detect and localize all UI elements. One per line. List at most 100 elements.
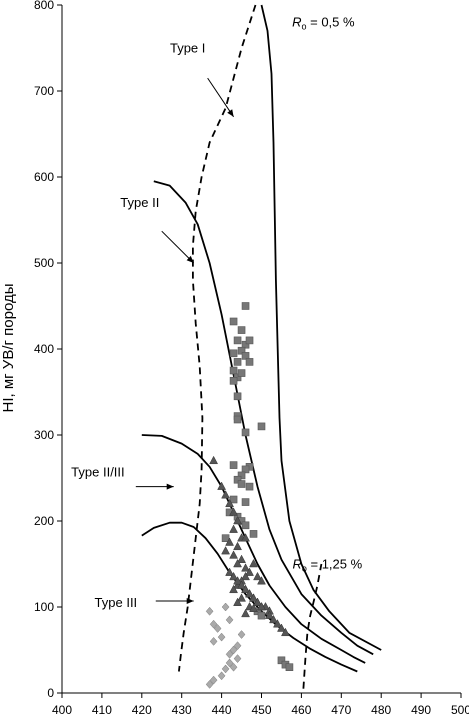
- data-point-triangle: [221, 546, 231, 555]
- curve-kerogen-0: [260, 4, 382, 651]
- annotations: Type I Type II Type II/III Type III Ro = 0,5…: [71, 15, 362, 611]
- data-point-triangle: [217, 481, 227, 490]
- annotation-arrow-head: [186, 598, 194, 604]
- data-point-triangle: [233, 576, 242, 585]
- data-point-square: [237, 480, 246, 488]
- data-point-square: [229, 317, 238, 326]
- data-point-square: [237, 346, 246, 355]
- data-point-triangle: [241, 584, 250, 594]
- data-point-square: [241, 302, 250, 310]
- data-point-triangle: [225, 498, 234, 508]
- data-point-diamond: [229, 645, 238, 655]
- data-point-square: [237, 326, 246, 334]
- annotation-label: Type III: [95, 595, 138, 610]
- data-point-triangle: [229, 550, 238, 559]
- data-point-triangle: [257, 601, 266, 611]
- data-point-triangle: [253, 571, 262, 581]
- data-point-triangle: [241, 563, 250, 572]
- data-point-square: [245, 482, 254, 491]
- annotation-arrow-head: [227, 109, 234, 117]
- data-point-diamond: [225, 658, 234, 668]
- x-tick-label: 450: [251, 703, 271, 717]
- data-point-diamond: [225, 615, 234, 625]
- data-point-square: [249, 530, 258, 538]
- data-point-square: [237, 369, 246, 377]
- data-point-triangle: [233, 558, 242, 568]
- data-point-square: [233, 475, 242, 484]
- annotation-label: Type I: [170, 40, 205, 55]
- x-tick-label: 470: [331, 703, 351, 717]
- annotation-label: Ro = 0,5 %: [292, 15, 355, 32]
- data-point-diamond: [217, 632, 226, 642]
- x-tick-label: 410: [92, 703, 112, 717]
- data-point-triangle: [253, 597, 262, 606]
- data-point-triangle: [229, 507, 238, 516]
- data-point-square: [241, 498, 250, 506]
- x-tick-label: 460: [291, 703, 311, 717]
- data-point-diamond: [221, 602, 230, 612]
- data-point-triangle: [229, 571, 238, 581]
- data-point-diamond: [209, 637, 218, 646]
- data-point-diamond: [205, 606, 214, 616]
- data-point-triangle: [277, 623, 286, 632]
- data-point-triangle: [273, 619, 282, 628]
- axes: 0 100 200 300 400 500 600 700 800 400 410 420 430 440…: [34, 0, 469, 717]
- data-point-triangle: [269, 614, 278, 624]
- x-tick-label: 480: [371, 703, 391, 717]
- y-tick-label: 400: [34, 342, 54, 356]
- data-point-square: [221, 534, 230, 543]
- data-point-triangle: [233, 515, 242, 525]
- data-point-triangle: [257, 576, 266, 585]
- data-point-square: [257, 611, 266, 620]
- y-tick-label: 600: [34, 170, 54, 184]
- data-point-diamond: [213, 624, 222, 633]
- data-point-triangle: [245, 589, 254, 598]
- data-point-square: [277, 656, 286, 665]
- data-point-triangle: [249, 593, 258, 602]
- data-point-diamond: [233, 641, 242, 651]
- x-tick-label: 420: [132, 703, 152, 717]
- data-point-diamond: [225, 649, 234, 659]
- data-point-square: [229, 349, 238, 358]
- data-point-square: [229, 495, 238, 504]
- curve-isoreflectance-5: [302, 563, 323, 689]
- data-point-diamond: [205, 680, 214, 689]
- data-point-square: [233, 392, 242, 401]
- data-point-triangle: [237, 554, 246, 563]
- data-point-triangle: [233, 541, 242, 551]
- annotation-label: Type II/III: [71, 464, 124, 479]
- data-point-triangle: [241, 608, 250, 618]
- y-tick-label: 300: [34, 428, 54, 442]
- data-point-diamond: [209, 675, 218, 685]
- annotation-arrow-head: [166, 483, 174, 490]
- data-point-diamond: [237, 630, 246, 639]
- curve-kerogen-2: [141, 434, 366, 664]
- data-point-triangle: [241, 533, 250, 542]
- data-point-triangle: [229, 584, 238, 594]
- data-point-square: [285, 663, 294, 672]
- curve-isoreflectance-4: [178, 4, 257, 672]
- annotation-arrow-head: [186, 255, 194, 263]
- data-point-diamond: [233, 654, 242, 663]
- data-point-triangle: [241, 571, 250, 581]
- data-point-square: [257, 422, 266, 431]
- data-point-triangle: [221, 490, 231, 499]
- y-axis-label: HI, мг УВ/г породы: [0, 284, 17, 413]
- data-point-square: [233, 336, 242, 345]
- data-point-square: [241, 340, 250, 349]
- data-point-square: [233, 358, 242, 366]
- annotation-arrow-line: [207, 77, 234, 118]
- y-tick-label: 200: [34, 514, 54, 528]
- data-point-triangle: [229, 524, 238, 533]
- data-point-square: [241, 352, 250, 360]
- y-tick-label: 100: [34, 600, 54, 614]
- data-point-square: [229, 366, 238, 375]
- annotation-label: Type II: [120, 195, 159, 210]
- data-point-square: [229, 461, 238, 469]
- data-point-triangle: [249, 603, 258, 612]
- x-tick-label: 400: [52, 703, 72, 717]
- data-point-diamond: [217, 671, 226, 681]
- data-point-triangle: [233, 597, 242, 606]
- data-point-triangle: [225, 537, 234, 546]
